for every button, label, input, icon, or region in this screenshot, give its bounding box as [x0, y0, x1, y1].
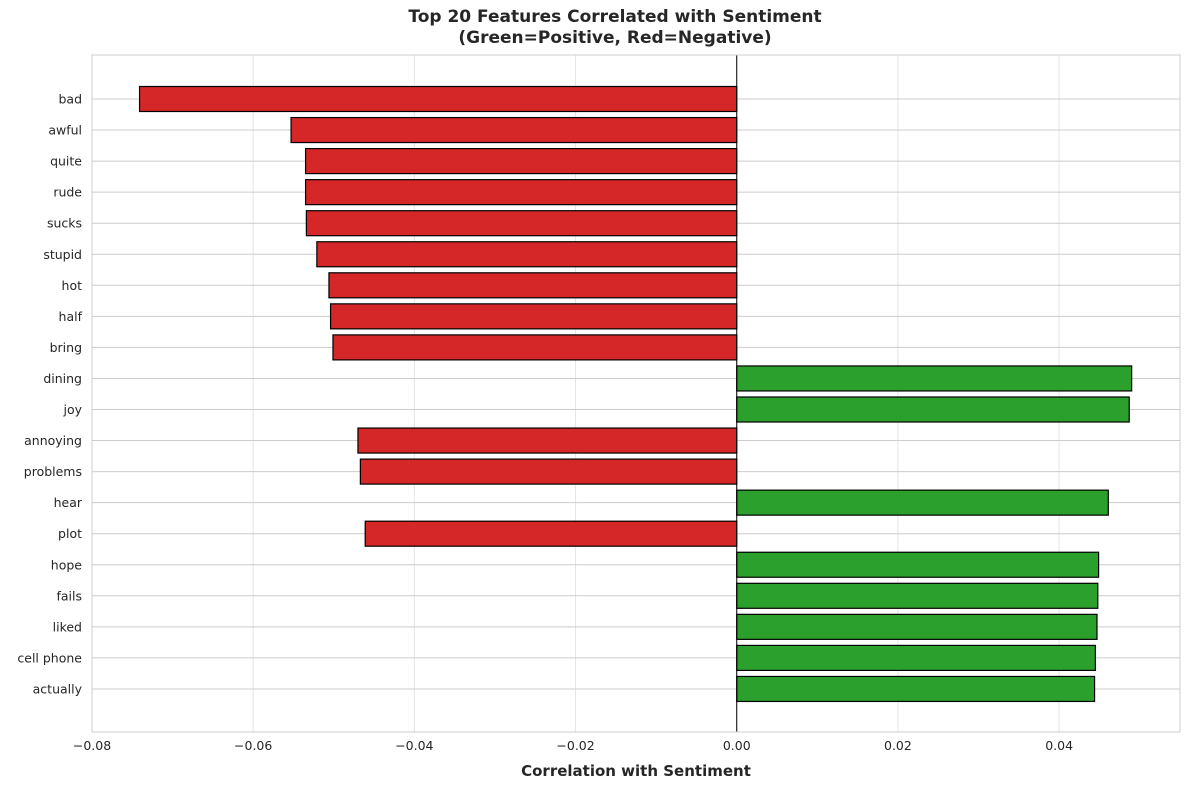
- y-tick-label: dining: [43, 371, 82, 386]
- y-tick-label: fails: [56, 588, 82, 603]
- y-tick-label: bring: [50, 340, 82, 355]
- y-tick-label: problems: [24, 464, 82, 479]
- bar-actually: [736, 675, 1096, 703]
- x-tick-label: −0.02: [556, 738, 594, 753]
- bar-rude: [304, 179, 738, 206]
- plot-frame-border: [91, 54, 1181, 733]
- y-tick-label: stupid: [43, 247, 82, 262]
- bar-bring: [332, 334, 738, 361]
- bar-fails: [736, 582, 1099, 609]
- y-tick-label: rude: [53, 185, 82, 200]
- x-tick-label: −0.04: [395, 738, 433, 753]
- bar-sucks: [305, 210, 738, 237]
- plot-frame: [91, 54, 1181, 733]
- bar-annoying: [357, 427, 738, 454]
- x-tick-label: −0.08: [73, 738, 111, 753]
- x-tick-label: 0.04: [1045, 738, 1073, 753]
- bar-quite: [304, 148, 738, 175]
- bar-hear: [736, 489, 1109, 516]
- x-tick-label: 0.02: [884, 738, 912, 753]
- bar-awful: [290, 116, 738, 144]
- y-tick-label: hot: [62, 278, 83, 293]
- y-tick-label: hear: [54, 495, 83, 510]
- chart-title: Top 20 Features Correlated with Sentimen…: [408, 7, 822, 48]
- bar-hope: [736, 551, 1100, 578]
- y-tick-label: joy: [62, 402, 82, 417]
- bar-dining: [736, 365, 1133, 392]
- bar-liked: [736, 613, 1098, 640]
- bar-joy: [736, 396, 1130, 423]
- bar-problems: [359, 458, 738, 485]
- bar-cell-phone: [736, 644, 1096, 672]
- y-axis-ticks: bad awful quite rude sucks stupid hot half bring…: [17, 92, 82, 697]
- x-axis-label: Correlation with Sentiment: [521, 762, 751, 780]
- bar-hot: [328, 272, 738, 299]
- bar-half: [329, 303, 738, 330]
- y-tick-label: hope: [51, 557, 83, 572]
- y-tick-label: sucks: [47, 216, 82, 231]
- bar-stupid: [316, 241, 738, 268]
- bar-plot: [364, 520, 738, 547]
- y-tick-label: actually: [33, 681, 83, 696]
- x-tick-label: −0.06: [234, 738, 272, 753]
- y-tick-label: plot: [58, 526, 82, 541]
- y-tick-label: bad: [58, 92, 82, 107]
- y-tick-label: awful: [48, 123, 82, 138]
- y-tick-label: cell phone: [17, 650, 82, 665]
- y-tick-label: half: [59, 309, 83, 324]
- y-tick-label: liked: [53, 619, 82, 634]
- x-axis-ticks: −0.08 −0.06 −0.04 −0.02 0.00 0.02 0.04: [73, 738, 1073, 753]
- x-tick-label: 0.00: [723, 738, 751, 753]
- y-tick-label: annoying: [24, 433, 82, 448]
- y-tick-label: quite: [50, 154, 82, 169]
- bar-bad: [138, 85, 738, 113]
- bars: [138, 85, 1133, 703]
